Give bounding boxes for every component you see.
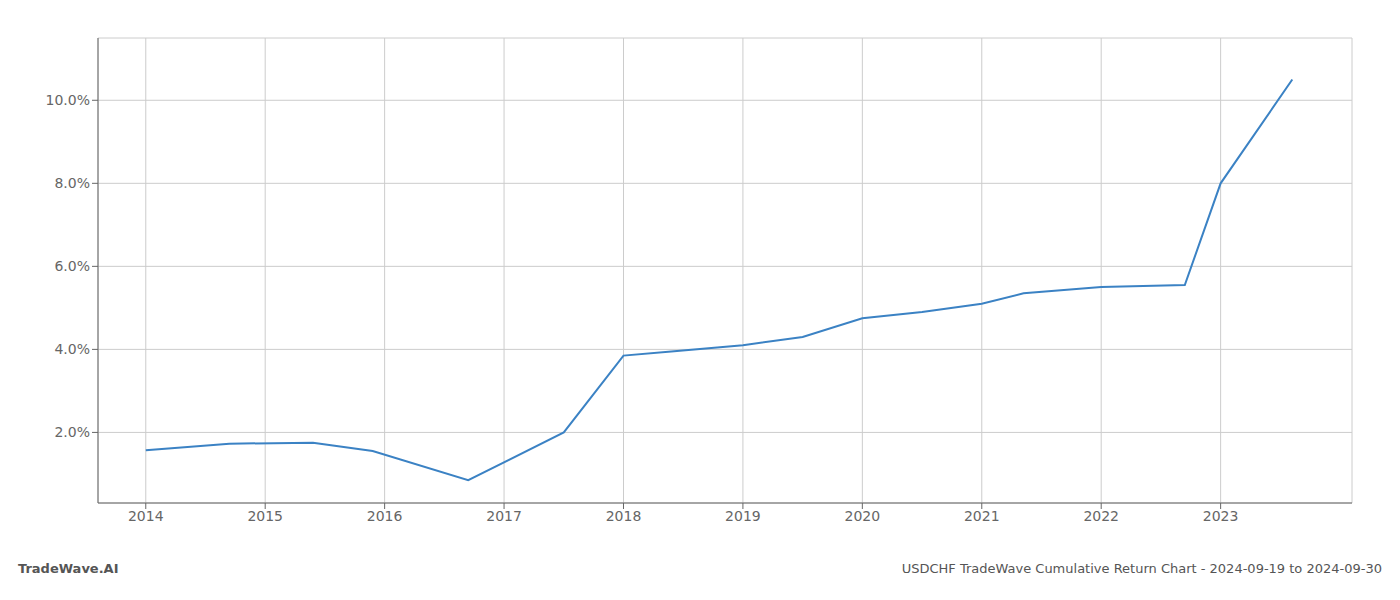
svg-text:2022: 2022 — [1083, 508, 1119, 524]
svg-text:2016: 2016 — [367, 508, 403, 524]
html-text:USDCHF TradeWave Cumulative Re: USDCHF TradeWave Cumulative Return Chart… — [901, 560, 1382, 576]
svg-text:10.0%: 10.0% — [46, 92, 90, 108]
svg-text:4.0%: 4.0% — [54, 341, 90, 357]
svg-text:8.0%: 8.0% — [54, 175, 90, 191]
svg-text:2018: 2018 — [606, 508, 642, 524]
svg-text:2020: 2020 — [845, 508, 881, 524]
svg-text:2015: 2015 — [247, 508, 283, 524]
svg-text:2017: 2017 — [486, 508, 522, 524]
svg-text:6.0%: 6.0% — [54, 258, 90, 274]
html-text:TradeWave.AI: TradeWave.AI — [18, 560, 119, 576]
svg-text:2019: 2019 — [725, 508, 761, 524]
svg-text:2014: 2014 — [128, 508, 164, 524]
svg-text:2023: 2023 — [1203, 508, 1239, 524]
svg-text:2.0%: 2.0% — [54, 424, 90, 440]
svg-text:2021: 2021 — [964, 508, 1000, 524]
